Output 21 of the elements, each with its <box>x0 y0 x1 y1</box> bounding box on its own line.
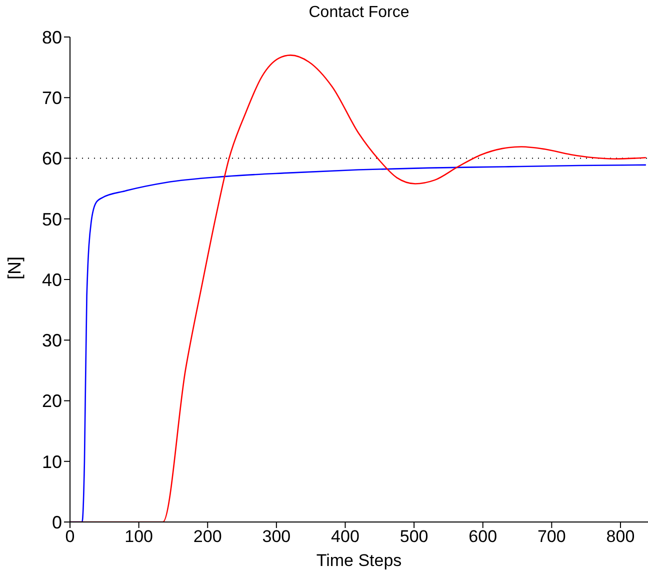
chart-title: Contact Force <box>308 4 410 22</box>
y-axis-title: [N] <box>4 256 24 280</box>
x-axis-title: Time Steps <box>316 551 402 570</box>
y-tick-label: 70 <box>42 88 62 108</box>
y-tick-label: 50 <box>42 209 62 230</box>
y-tick-label: 20 <box>42 391 62 412</box>
x-tick-label: 800 <box>606 527 635 546</box>
y-tick-label: 60 <box>42 148 62 169</box>
x-tick-label: 500 <box>400 527 428 546</box>
x-tick-label: 0 <box>65 527 75 546</box>
x-tick-label: 600 <box>468 527 498 546</box>
x-tick-label: 400 <box>331 527 360 546</box>
x-tick-label: 700 <box>537 527 566 546</box>
y-tick-label: 10 <box>42 452 62 472</box>
x-tick-label: 300 <box>262 527 291 546</box>
y-tick-label: 30 <box>42 330 62 351</box>
y-tick-label: 40 <box>42 270 62 290</box>
y-tick-label: 80 <box>42 27 62 48</box>
y-tick-label: 0 <box>52 512 62 532</box>
x-tick-label: 100 <box>124 527 153 546</box>
x-tick-label: 200 <box>193 527 222 546</box>
